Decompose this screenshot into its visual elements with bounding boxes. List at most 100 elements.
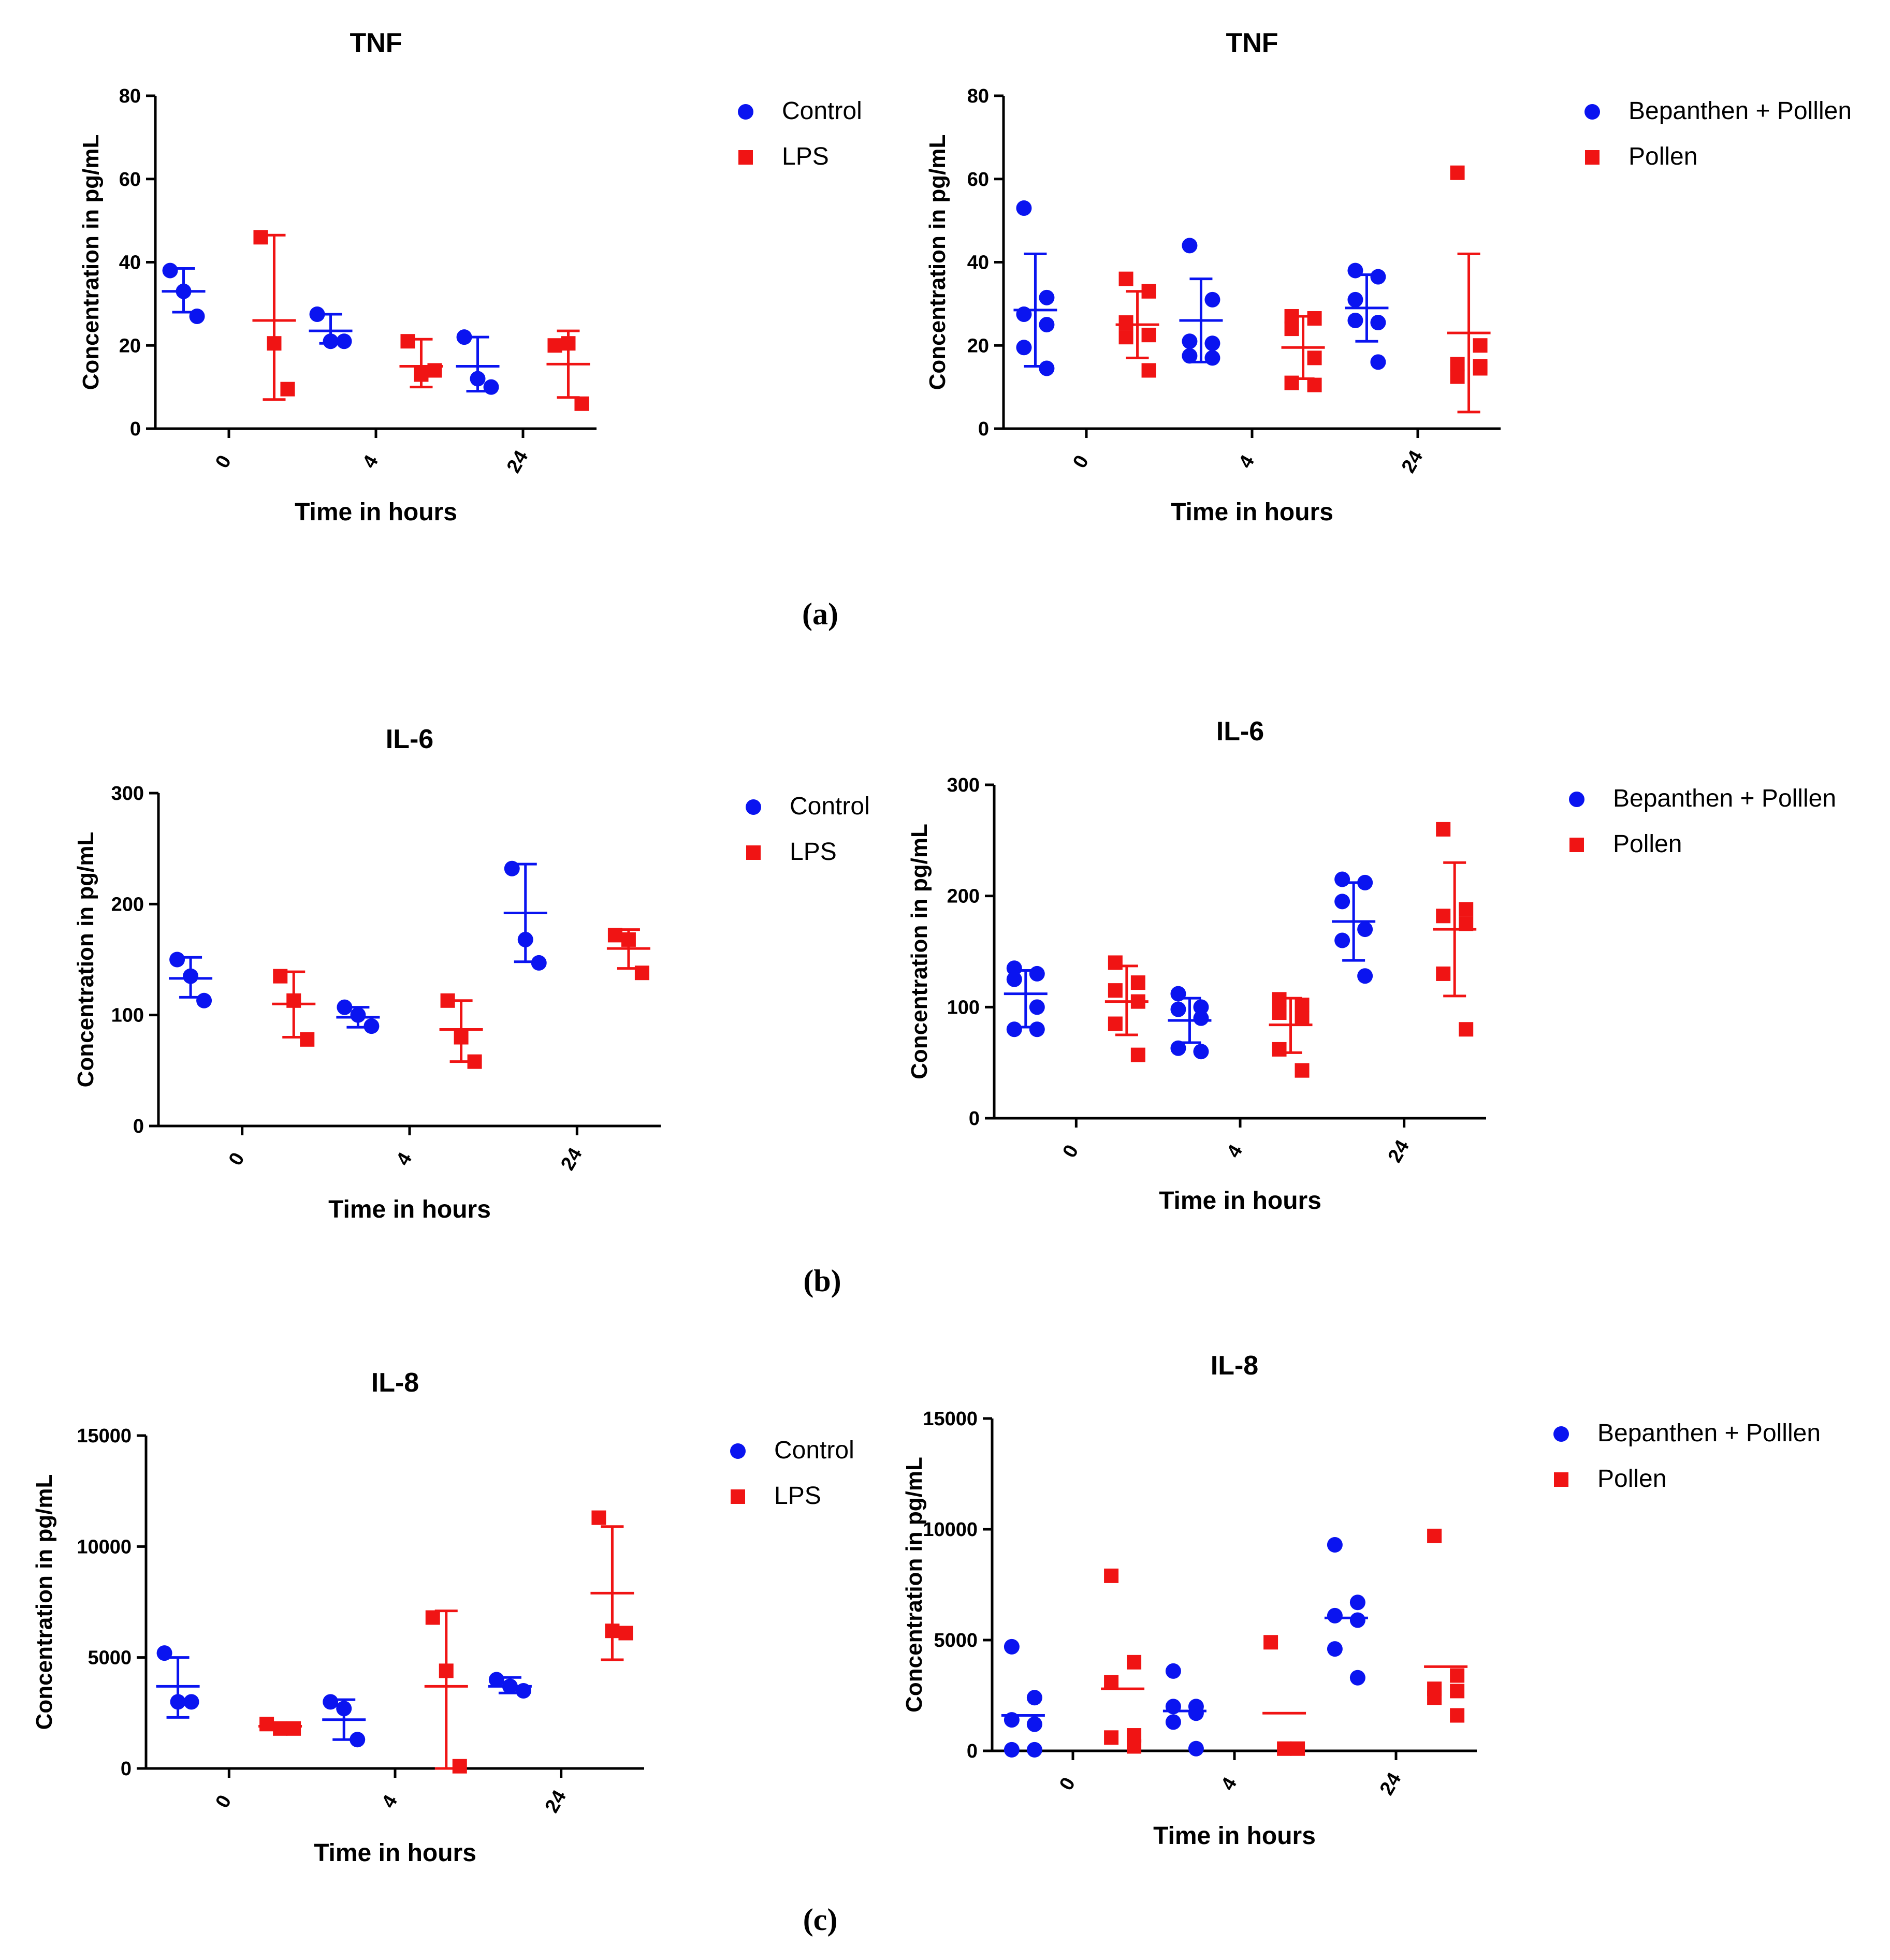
data-point <box>286 1721 301 1736</box>
data-point <box>1193 1044 1209 1060</box>
legend-entry: LPS <box>790 838 837 866</box>
legend-marker <box>746 845 761 860</box>
y-axis-label: Concentration in pg/mL <box>78 135 104 390</box>
data-point <box>483 379 499 395</box>
legend-entry: Pollen <box>1613 830 1682 858</box>
data-point <box>1016 200 1032 216</box>
data-point <box>1029 1021 1045 1037</box>
data-point <box>621 932 636 947</box>
data-point <box>1357 922 1373 938</box>
x-tick-label: 4 <box>1217 1774 1241 1794</box>
x-axis-label: Time in hours <box>328 1196 491 1223</box>
data-point <box>1006 1021 1022 1037</box>
legend-marker <box>731 1489 745 1504</box>
data-point <box>1108 1016 1123 1031</box>
data-point <box>1450 165 1465 180</box>
chart-title: IL-6 <box>386 724 433 754</box>
data-point <box>1349 1670 1365 1686</box>
data-point <box>1427 1528 1442 1543</box>
data-point <box>452 1759 467 1774</box>
data-point <box>1436 909 1451 924</box>
x-tick-label: 0 <box>1058 1141 1083 1161</box>
x-axis-label: Time in hours <box>1153 1822 1316 1850</box>
y-tick-label: 100 <box>111 1005 144 1027</box>
data-point <box>1334 932 1350 948</box>
data-point <box>1170 986 1186 1002</box>
panel-label-a: (a) <box>802 597 838 631</box>
chart-title: TNF <box>1226 28 1278 58</box>
data-point <box>1307 377 1322 392</box>
data-point <box>1459 902 1474 917</box>
data-point <box>1427 1690 1442 1705</box>
y-tick-label: 60 <box>967 169 989 191</box>
legend-entry: LPS <box>782 143 829 170</box>
data-point <box>1026 1742 1042 1758</box>
data-point <box>1284 309 1299 324</box>
y-tick-label: 0 <box>133 1116 144 1137</box>
data-point <box>280 382 295 397</box>
data-point <box>309 306 325 322</box>
data-point <box>1370 269 1386 285</box>
data-point <box>1204 350 1220 366</box>
data-point <box>1104 1568 1119 1583</box>
x-tick-label: 4 <box>377 1791 402 1811</box>
data-point <box>267 336 282 351</box>
data-point <box>1006 960 1022 976</box>
data-point <box>162 262 178 279</box>
y-tick-label: 10000 <box>77 1536 132 1558</box>
data-point <box>1290 1741 1305 1756</box>
data-point <box>1006 971 1022 987</box>
y-tick-label: 10000 <box>923 1519 978 1541</box>
data-point <box>1026 1716 1042 1732</box>
data-point <box>1436 822 1451 837</box>
chart-title: IL-8 <box>371 1368 419 1398</box>
legend-marker <box>730 1443 746 1459</box>
panel-label-c: (c) <box>803 1903 838 1937</box>
data-point <box>1182 238 1198 254</box>
data-point <box>425 1610 440 1625</box>
data-point <box>1334 894 1350 910</box>
data-point <box>1170 1040 1186 1056</box>
data-point <box>1004 1742 1020 1758</box>
x-tick-label: 24 <box>1384 1136 1414 1166</box>
y-tick-label: 100 <box>947 997 980 1018</box>
legend-entry: Bepanthen + Polllen <box>1597 1420 1821 1447</box>
x-axis-label: Time in hours <box>314 1839 476 1867</box>
data-point <box>1182 348 1198 364</box>
y-axis-label: Concentration in pg/mL <box>73 832 98 1088</box>
data-point <box>1473 359 1488 374</box>
data-point <box>1127 1739 1142 1754</box>
data-point <box>1436 966 1451 981</box>
data-point <box>183 1694 199 1710</box>
data-point <box>1473 338 1488 353</box>
y-tick-label: 0 <box>967 1740 978 1762</box>
legend-marker <box>1585 150 1600 165</box>
data-point <box>454 1030 469 1045</box>
data-point <box>1165 1714 1181 1730</box>
data-point <box>467 1054 482 1069</box>
data-point <box>515 1683 531 1699</box>
data-point <box>1170 1001 1186 1017</box>
data-point <box>561 336 576 351</box>
data-point <box>1004 1639 1020 1655</box>
data-point <box>1334 871 1350 887</box>
y-axis-label: Concentration in pg/mL <box>907 824 932 1079</box>
data-point <box>1450 1668 1465 1683</box>
data-point <box>1357 968 1373 984</box>
data-point <box>1272 1042 1287 1057</box>
y-tick-label: 20 <box>967 335 989 357</box>
data-point <box>1193 1010 1209 1026</box>
data-point <box>259 1717 274 1732</box>
data-point <box>502 1678 518 1694</box>
y-tick-label: 5000 <box>934 1630 978 1651</box>
x-tick-label: 0 <box>1069 451 1093 472</box>
data-point <box>1141 284 1156 299</box>
data-point <box>618 1626 633 1641</box>
data-point <box>1450 369 1465 384</box>
data-point <box>1327 1607 1343 1623</box>
chart-title: IL-6 <box>1216 716 1264 747</box>
data-point <box>1165 1663 1181 1679</box>
x-tick-label: 4 <box>392 1149 416 1169</box>
x-tick-label: 24 <box>541 1787 571 1817</box>
